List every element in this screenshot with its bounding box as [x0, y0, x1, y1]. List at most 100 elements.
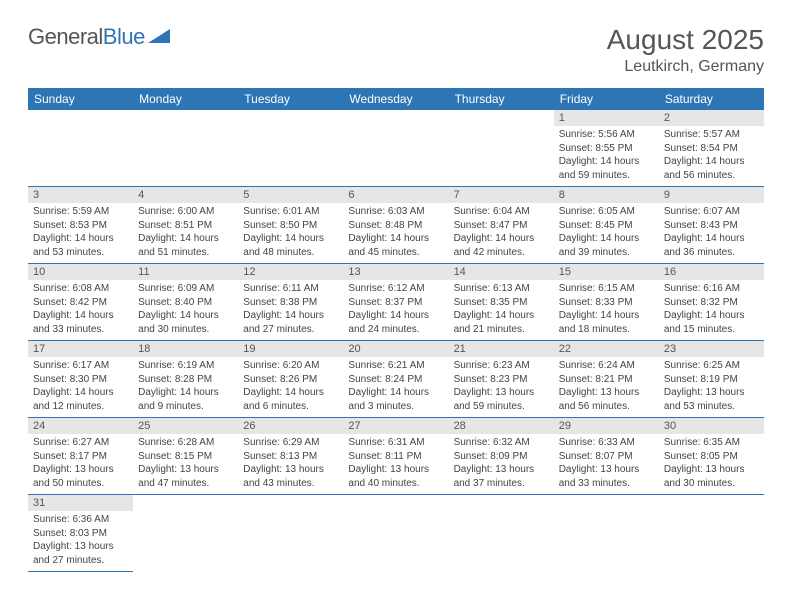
day-details: Sunrise: 6:01 AMSunset: 8:50 PMDaylight:…: [238, 203, 343, 263]
day-details: Sunrise: 6:21 AMSunset: 8:24 PMDaylight:…: [343, 357, 448, 417]
calendar-empty-cell: [343, 110, 448, 187]
weekday-header: Sunday: [28, 88, 133, 110]
calendar-empty-cell: [449, 110, 554, 187]
calendar-week-row: 1Sunrise: 5:56 AMSunset: 8:55 PMDaylight…: [28, 110, 764, 187]
day-details: Sunrise: 6:09 AMSunset: 8:40 PMDaylight:…: [133, 280, 238, 340]
day-details: Sunrise: 6:16 AMSunset: 8:32 PMDaylight:…: [659, 280, 764, 340]
day-number: 20: [343, 341, 448, 357]
header: General Blue August 2025 Leutkirch, Germ…: [28, 24, 764, 76]
calendar-week-row: 10Sunrise: 6:08 AMSunset: 8:42 PMDayligh…: [28, 264, 764, 341]
calendar-day-cell: 24Sunrise: 6:27 AMSunset: 8:17 PMDayligh…: [28, 418, 133, 495]
weekday-header: Saturday: [659, 88, 764, 110]
day-details: Sunrise: 6:11 AMSunset: 8:38 PMDaylight:…: [238, 280, 343, 340]
day-details: Sunrise: 6:05 AMSunset: 8:45 PMDaylight:…: [554, 203, 659, 263]
day-number: 27: [343, 418, 448, 434]
calendar-day-cell: 7Sunrise: 6:04 AMSunset: 8:47 PMDaylight…: [449, 187, 554, 264]
weekday-header: Wednesday: [343, 88, 448, 110]
logo-text-2: Blue: [103, 24, 145, 50]
day-number: 5: [238, 187, 343, 203]
day-number: 14: [449, 264, 554, 280]
weekday-header-row: SundayMondayTuesdayWednesdayThursdayFrid…: [28, 88, 764, 110]
month-title: August 2025: [607, 24, 764, 56]
calendar-empty-cell: [28, 110, 133, 187]
day-number: 23: [659, 341, 764, 357]
calendar-empty-cell: [659, 495, 764, 572]
calendar-day-cell: 5Sunrise: 6:01 AMSunset: 8:50 PMDaylight…: [238, 187, 343, 264]
day-number: 25: [133, 418, 238, 434]
calendar-day-cell: 30Sunrise: 6:35 AMSunset: 8:05 PMDayligh…: [659, 418, 764, 495]
calendar-day-cell: 31Sunrise: 6:36 AMSunset: 8:03 PMDayligh…: [28, 495, 133, 572]
calendar-day-cell: 16Sunrise: 6:16 AMSunset: 8:32 PMDayligh…: [659, 264, 764, 341]
day-number: 11: [133, 264, 238, 280]
day-number: 29: [554, 418, 659, 434]
day-number: 7: [449, 187, 554, 203]
day-number: 18: [133, 341, 238, 357]
day-details: Sunrise: 6:07 AMSunset: 8:43 PMDaylight:…: [659, 203, 764, 263]
day-number: 21: [449, 341, 554, 357]
day-details: Sunrise: 6:23 AMSunset: 8:23 PMDaylight:…: [449, 357, 554, 417]
calendar-day-cell: 15Sunrise: 6:15 AMSunset: 8:33 PMDayligh…: [554, 264, 659, 341]
day-number: 28: [449, 418, 554, 434]
calendar-day-cell: 20Sunrise: 6:21 AMSunset: 8:24 PMDayligh…: [343, 341, 448, 418]
day-number: 12: [238, 264, 343, 280]
day-details: Sunrise: 6:35 AMSunset: 8:05 PMDaylight:…: [659, 434, 764, 494]
calendar-empty-cell: [238, 110, 343, 187]
calendar-day-cell: 2Sunrise: 5:57 AMSunset: 8:54 PMDaylight…: [659, 110, 764, 187]
day-number: 30: [659, 418, 764, 434]
calendar-empty-cell: [343, 495, 448, 572]
day-details: Sunrise: 6:03 AMSunset: 8:48 PMDaylight:…: [343, 203, 448, 263]
day-number: 10: [28, 264, 133, 280]
day-number: 17: [28, 341, 133, 357]
day-number: 8: [554, 187, 659, 203]
weekday-header: Monday: [133, 88, 238, 110]
calendar-table: SundayMondayTuesdayWednesdayThursdayFrid…: [28, 88, 764, 572]
calendar-day-cell: 22Sunrise: 6:24 AMSunset: 8:21 PMDayligh…: [554, 341, 659, 418]
calendar-day-cell: 3Sunrise: 5:59 AMSunset: 8:53 PMDaylight…: [28, 187, 133, 264]
calendar-day-cell: 14Sunrise: 6:13 AMSunset: 8:35 PMDayligh…: [449, 264, 554, 341]
day-number: 13: [343, 264, 448, 280]
calendar-day-cell: 9Sunrise: 6:07 AMSunset: 8:43 PMDaylight…: [659, 187, 764, 264]
logo-text-1: General: [28, 24, 103, 50]
day-details: Sunrise: 6:04 AMSunset: 8:47 PMDaylight:…: [449, 203, 554, 263]
calendar-empty-cell: [133, 495, 238, 572]
day-details: Sunrise: 6:20 AMSunset: 8:26 PMDaylight:…: [238, 357, 343, 417]
day-number: 6: [343, 187, 448, 203]
day-number: 19: [238, 341, 343, 357]
day-details: Sunrise: 6:28 AMSunset: 8:15 PMDaylight:…: [133, 434, 238, 494]
day-details: Sunrise: 6:17 AMSunset: 8:30 PMDaylight:…: [28, 357, 133, 417]
calendar-week-row: 31Sunrise: 6:36 AMSunset: 8:03 PMDayligh…: [28, 495, 764, 572]
day-details: Sunrise: 6:00 AMSunset: 8:51 PMDaylight:…: [133, 203, 238, 263]
day-details: Sunrise: 6:33 AMSunset: 8:07 PMDaylight:…: [554, 434, 659, 494]
day-details: Sunrise: 6:13 AMSunset: 8:35 PMDaylight:…: [449, 280, 554, 340]
calendar-day-cell: 27Sunrise: 6:31 AMSunset: 8:11 PMDayligh…: [343, 418, 448, 495]
day-details: Sunrise: 6:08 AMSunset: 8:42 PMDaylight:…: [28, 280, 133, 340]
day-details: Sunrise: 6:32 AMSunset: 8:09 PMDaylight:…: [449, 434, 554, 494]
day-number: 9: [659, 187, 764, 203]
day-number: 3: [28, 187, 133, 203]
day-details: Sunrise: 5:57 AMSunset: 8:54 PMDaylight:…: [659, 126, 764, 186]
calendar-day-cell: 19Sunrise: 6:20 AMSunset: 8:26 PMDayligh…: [238, 341, 343, 418]
calendar-day-cell: 23Sunrise: 6:25 AMSunset: 8:19 PMDayligh…: [659, 341, 764, 418]
calendar-day-cell: 25Sunrise: 6:28 AMSunset: 8:15 PMDayligh…: [133, 418, 238, 495]
day-details: Sunrise: 6:25 AMSunset: 8:19 PMDaylight:…: [659, 357, 764, 417]
day-number: 2: [659, 110, 764, 126]
day-number: 24: [28, 418, 133, 434]
calendar-day-cell: 12Sunrise: 6:11 AMSunset: 8:38 PMDayligh…: [238, 264, 343, 341]
calendar-day-cell: 4Sunrise: 6:00 AMSunset: 8:51 PMDaylight…: [133, 187, 238, 264]
calendar-day-cell: 21Sunrise: 6:23 AMSunset: 8:23 PMDayligh…: [449, 341, 554, 418]
calendar-week-row: 24Sunrise: 6:27 AMSunset: 8:17 PMDayligh…: [28, 418, 764, 495]
calendar-day-cell: 6Sunrise: 6:03 AMSunset: 8:48 PMDaylight…: [343, 187, 448, 264]
calendar-day-cell: 28Sunrise: 6:32 AMSunset: 8:09 PMDayligh…: [449, 418, 554, 495]
day-details: Sunrise: 6:31 AMSunset: 8:11 PMDaylight:…: [343, 434, 448, 494]
weekday-header: Tuesday: [238, 88, 343, 110]
day-details: Sunrise: 6:27 AMSunset: 8:17 PMDaylight:…: [28, 434, 133, 494]
day-number: 16: [659, 264, 764, 280]
calendar-day-cell: 13Sunrise: 6:12 AMSunset: 8:37 PMDayligh…: [343, 264, 448, 341]
day-details: Sunrise: 5:56 AMSunset: 8:55 PMDaylight:…: [554, 126, 659, 186]
logo-triangle-icon: [148, 27, 170, 48]
calendar-body: 1Sunrise: 5:56 AMSunset: 8:55 PMDaylight…: [28, 110, 764, 572]
day-details: Sunrise: 6:19 AMSunset: 8:28 PMDaylight:…: [133, 357, 238, 417]
calendar-day-cell: 18Sunrise: 6:19 AMSunset: 8:28 PMDayligh…: [133, 341, 238, 418]
day-details: Sunrise: 6:29 AMSunset: 8:13 PMDaylight:…: [238, 434, 343, 494]
day-number: 31: [28, 495, 133, 511]
